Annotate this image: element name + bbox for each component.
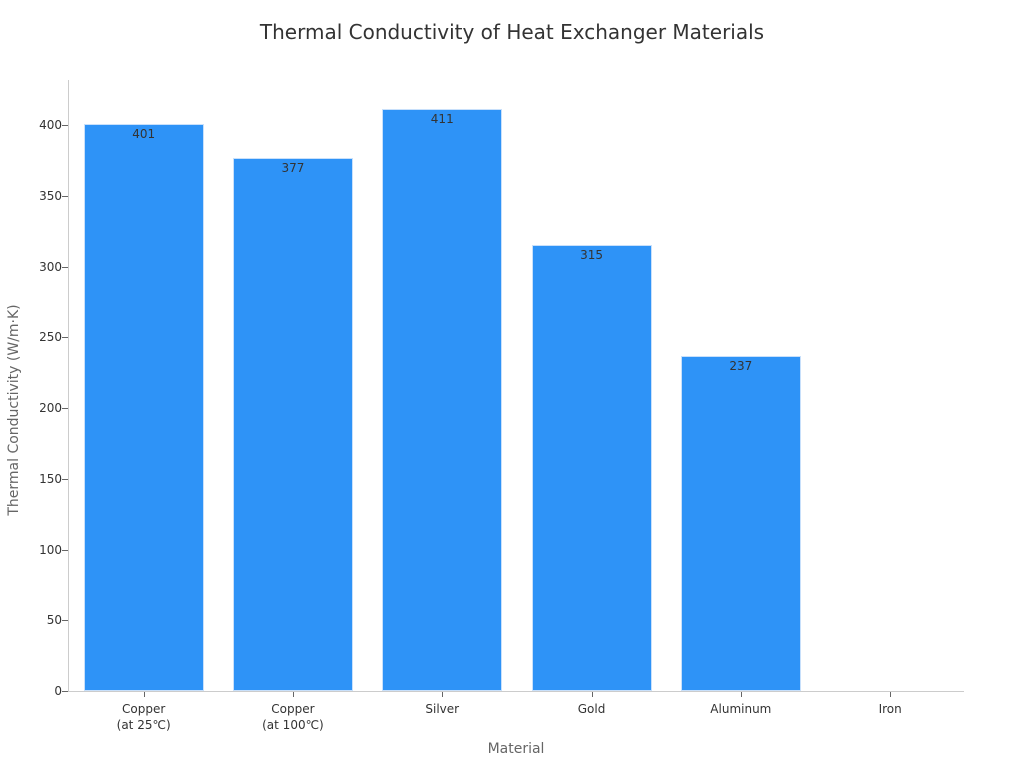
x-tick-label: Iron [878,702,902,716]
bar-value-label: 315 [580,248,603,263]
x-tick [890,692,892,697]
x-tick [591,692,593,697]
y-axis-line [68,80,69,692]
x-tick [143,692,145,697]
x-tick [740,692,742,697]
y-tick [62,196,68,197]
y-tick-label: 50 [46,613,62,627]
y-tick [62,620,68,621]
y-tick [62,337,68,338]
y-tick-label: 250 [39,330,62,344]
y-tick-label: 400 [39,118,62,132]
y-axis-label: Thermal Conductivity (W/m·K) [6,304,22,516]
y-tick [62,125,68,126]
y-tick-label: 200 [39,401,62,415]
x-axis-label: Material [487,741,545,757]
bar-value-label: 377 [281,160,305,175]
y-tick [62,550,68,551]
x-tick-label: Silver [425,702,460,716]
y-tick-label: 350 [39,189,62,203]
y-tick [62,408,68,409]
x-tick-label: Copper (at 25℃) [116,702,171,732]
bar-value-label: 401 [132,126,156,141]
x-tick-label: Gold [577,702,606,716]
bar-value-label: 237 [729,358,753,373]
bar[interactable] [232,157,353,691]
bar[interactable] [680,355,801,691]
x-tick [292,692,294,697]
y-tick [62,479,68,480]
y-tick-label: 100 [39,543,62,557]
y-tick-label: 300 [39,260,62,274]
x-tick-label: Copper (at 100℃) [262,702,324,732]
x-tick [442,692,444,697]
y-tick-label: 0 [54,684,62,698]
bar-value-label: 411 [430,112,454,127]
bar[interactable] [382,109,503,691]
y-tick [62,267,68,268]
x-tick-label: Aluminum [710,702,772,716]
y-tick-label: 150 [39,472,62,486]
y-tick [62,691,68,692]
bar[interactable] [531,245,652,691]
chart-title: Thermal Conductivity of Heat Exchanger M… [259,20,765,44]
x-axis-line [68,691,964,692]
bar[interactable] [83,123,204,691]
